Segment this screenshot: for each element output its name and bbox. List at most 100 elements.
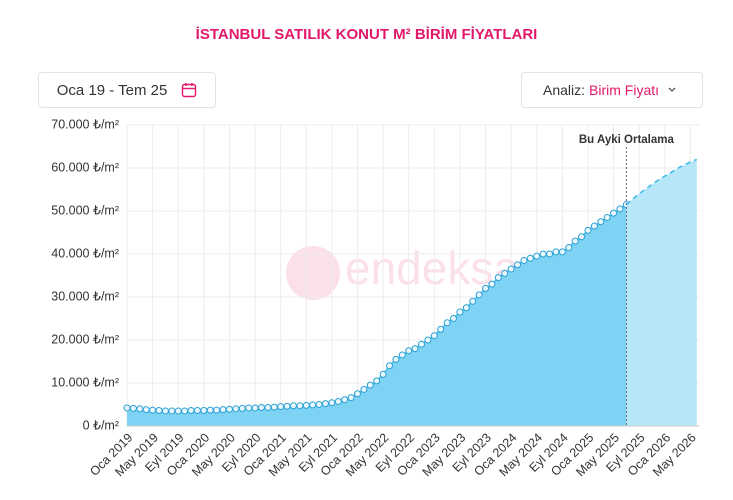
data-point bbox=[456, 308, 464, 316]
y-tick-label: 10.000 ₺/m² bbox=[51, 375, 119, 389]
data-point bbox=[366, 381, 374, 389]
data-point bbox=[283, 402, 291, 410]
data-point bbox=[507, 265, 515, 273]
y-tick-label: 20.000 ₺/m² bbox=[51, 332, 119, 346]
analysis-label: Analiz: bbox=[542, 82, 586, 98]
analysis-value: Birim Fiyatı bbox=[589, 82, 660, 98]
data-point bbox=[552, 248, 560, 256]
analysis-dropdown[interactable]: Analiz: Birim Fiyatı bbox=[521, 72, 703, 108]
data-point bbox=[475, 291, 483, 299]
data-point bbox=[418, 340, 426, 348]
data-point bbox=[494, 274, 502, 282]
data-point bbox=[392, 355, 400, 363]
data-point bbox=[430, 332, 438, 340]
data-point bbox=[225, 405, 233, 413]
data-point bbox=[501, 269, 509, 277]
calendar-icon bbox=[182, 83, 197, 98]
y-tick-label: 50.000 ₺/m² bbox=[51, 203, 119, 217]
data-point bbox=[597, 218, 605, 226]
data-point bbox=[123, 404, 131, 412]
data-point bbox=[360, 385, 368, 393]
y-tick-label: 30.000 ₺/m² bbox=[51, 289, 119, 303]
data-point bbox=[181, 407, 189, 415]
date-range: Oca 19 - Tem 25 bbox=[56, 81, 168, 99]
data-point bbox=[149, 406, 157, 414]
data-point bbox=[558, 248, 566, 256]
data-point bbox=[321, 400, 329, 408]
y-tick-label: 60.000 ₺/m² bbox=[51, 160, 119, 174]
y-tick-label: 0 ₺/m² bbox=[83, 418, 119, 432]
data-point bbox=[405, 347, 413, 355]
data-point bbox=[155, 407, 163, 415]
chevron-icon bbox=[668, 87, 676, 92]
area bbox=[127, 204, 627, 426]
data-point bbox=[398, 351, 406, 359]
data-point bbox=[347, 394, 355, 402]
data-point bbox=[482, 284, 490, 292]
data-point bbox=[334, 397, 342, 405]
data-point bbox=[200, 407, 208, 415]
data-point bbox=[469, 297, 477, 305]
data-point bbox=[565, 244, 573, 252]
data-point bbox=[526, 254, 534, 262]
data-point bbox=[546, 250, 554, 258]
page-title: İSTANBUL SATILIK KONUT M² BİRİM FİYATLAR… bbox=[195, 26, 538, 43]
data-point bbox=[193, 407, 201, 415]
data-point bbox=[270, 403, 278, 411]
data-point bbox=[238, 404, 246, 412]
data-point bbox=[520, 256, 528, 264]
data-point bbox=[251, 404, 259, 412]
date-range-picker[interactable]: Oca 19 - Tem 25 bbox=[38, 72, 216, 108]
data-point bbox=[142, 406, 150, 414]
data-point bbox=[206, 406, 214, 414]
data-point bbox=[610, 209, 618, 217]
data-point bbox=[289, 402, 297, 410]
data-point bbox=[245, 404, 253, 412]
data-point bbox=[590, 222, 598, 230]
data-point bbox=[603, 213, 611, 221]
y-tick-label: 70.000 ₺/m² bbox=[51, 117, 119, 131]
data-point bbox=[571, 237, 579, 245]
data-point bbox=[353, 390, 361, 398]
data-point bbox=[379, 370, 387, 378]
data-point bbox=[187, 407, 195, 415]
area bbox=[626, 159, 697, 426]
watermark-logo bbox=[286, 246, 340, 300]
data-point bbox=[424, 336, 432, 344]
data-point bbox=[341, 396, 349, 404]
data-point bbox=[584, 226, 592, 234]
data-point bbox=[309, 401, 317, 409]
data-point bbox=[168, 407, 176, 415]
data-point bbox=[213, 406, 221, 414]
data-point bbox=[437, 325, 445, 333]
data-point bbox=[411, 345, 419, 353]
data-point bbox=[296, 402, 304, 410]
annotation-text: Bu Ayki Ortalama bbox=[579, 134, 675, 146]
data-point bbox=[129, 404, 137, 412]
data-point bbox=[232, 405, 240, 413]
data-point bbox=[373, 377, 381, 385]
data-point bbox=[533, 252, 541, 260]
data-point bbox=[302, 401, 310, 409]
data-point bbox=[385, 362, 393, 370]
data-point bbox=[514, 261, 522, 269]
data-point bbox=[450, 315, 458, 322]
data-point bbox=[174, 407, 182, 415]
y-tick-label: 40.000 ₺/m² bbox=[51, 246, 119, 260]
data-point bbox=[443, 319, 451, 327]
data-point bbox=[264, 404, 272, 412]
data-point bbox=[488, 280, 496, 288]
data-point bbox=[277, 403, 285, 411]
data-point bbox=[136, 405, 144, 413]
data-point bbox=[161, 407, 169, 415]
data-point bbox=[539, 250, 547, 258]
data-point bbox=[328, 399, 336, 407]
data-point bbox=[219, 406, 227, 414]
data-point bbox=[315, 401, 323, 408]
data-point bbox=[578, 233, 586, 241]
data-point bbox=[616, 205, 624, 213]
data-point bbox=[257, 404, 265, 412]
data-point bbox=[462, 304, 470, 312]
